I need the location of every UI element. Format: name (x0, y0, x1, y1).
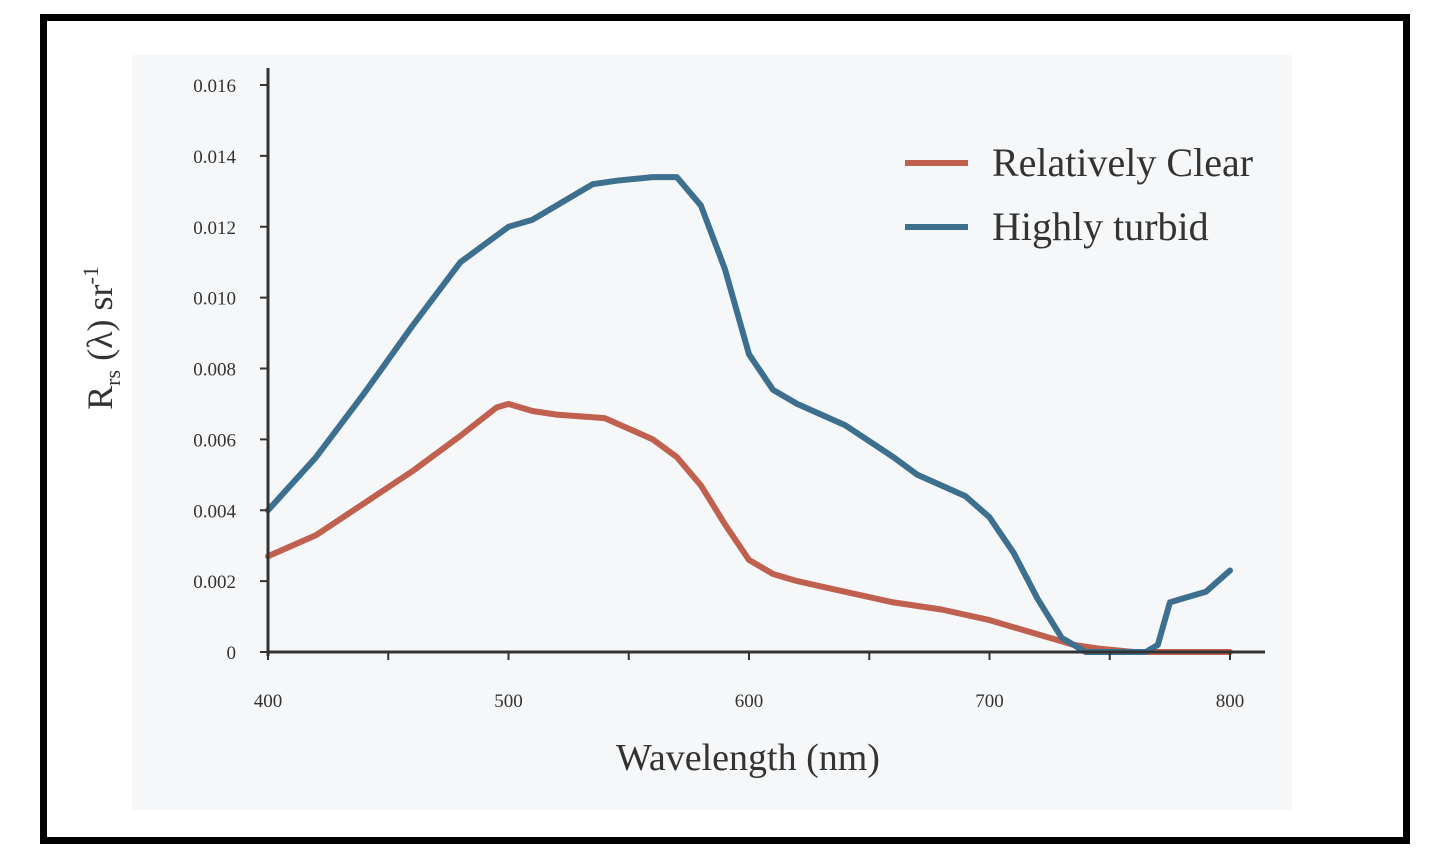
y-tick-label: 0.002 (193, 572, 236, 593)
axis-labels: Wavelength (nm) Rrs (λ) sr-1 (78, 266, 880, 779)
series-line-relatively-clear (265, 400, 1233, 655)
y-axis-title-main: R (80, 386, 120, 410)
legend-label: Relatively Clear (992, 140, 1253, 185)
y-tick-label: 0.012 (193, 218, 236, 239)
x-tick-label: 700 (975, 691, 1004, 712)
axes: 0 0.002 0.004 0.006 0.008 0.010 0.012 0.014 0.01… (193, 68, 1265, 712)
y-tick-label: 0.016 (193, 76, 236, 97)
y-tick-label: 0.010 (193, 289, 236, 310)
y-tick-label: 0.008 (193, 360, 236, 381)
y-tick-label: 0.014 (193, 147, 236, 168)
legend-label: Highly turbid (992, 204, 1209, 249)
y-axis-title: Rrs (λ) sr-1 (78, 266, 125, 410)
x-tick-label: 500 (494, 691, 523, 712)
y-tick-label: 0 (227, 643, 237, 664)
y-axis-title-superscript: -1 (78, 266, 103, 284)
x-tick-label: 400 (254, 691, 283, 712)
y-tick-label: 0.006 (193, 430, 236, 451)
x-tick-label: 600 (735, 691, 764, 712)
x-tick-label: 800 (1216, 691, 1245, 712)
y-tick-label: 0.004 (193, 501, 236, 522)
plot-background (132, 55, 1292, 810)
y-axis-title-rest: (λ) sr (80, 284, 120, 369)
x-axis-title: Wavelength (nm) (616, 737, 880, 779)
y-axis-title-subscript: rs (100, 370, 125, 386)
legend: Relatively Clear Highly turbid (905, 140, 1253, 249)
